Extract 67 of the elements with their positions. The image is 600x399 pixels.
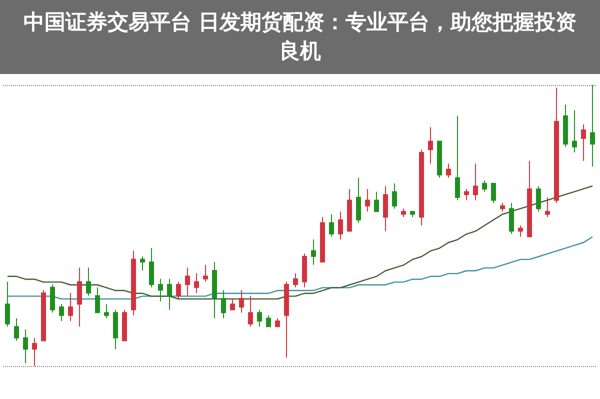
candlestick [482, 180, 487, 192]
candlestick [437, 140, 442, 178]
candlestick [428, 126, 433, 164]
candlestick [311, 239, 316, 266]
candlestick [392, 182, 397, 210]
candlestick [446, 163, 451, 178]
candlestick [338, 210, 343, 240]
candlestick [32, 337, 37, 366]
candlestick [131, 250, 136, 316]
candlestick [5, 281, 10, 328]
candlestick [356, 177, 361, 224]
candlestick [527, 160, 532, 238]
candlestick [347, 188, 352, 232]
candlestick [113, 309, 118, 350]
candlestick [77, 267, 82, 328]
candlestick [257, 309, 262, 328]
candlestick [491, 182, 496, 204]
candlestick [167, 278, 172, 310]
candlestick [536, 186, 541, 212]
candlestick [149, 247, 154, 288]
candlestick [563, 104, 568, 148]
candlestick [320, 216, 325, 263]
candlestick [230, 298, 235, 310]
candlestick [365, 188, 370, 212]
chart-title: 中国证券交易平台 日发期货配资：专业平台，助您把握投资良机 [0, 0, 600, 74]
candlestick [59, 304, 64, 322]
candlestick [545, 196, 550, 218]
candlestick [185, 267, 190, 296]
candlestick [212, 262, 217, 319]
candlestick [410, 210, 415, 218]
candlestick [419, 149, 424, 226]
candlestick [248, 295, 253, 328]
candlestick [176, 281, 181, 300]
candlestick [194, 272, 199, 294]
candlestick [518, 225, 523, 238]
candlestick [266, 314, 271, 328]
candlestick [50, 284, 55, 314]
candlestick [293, 272, 298, 288]
candlestick [86, 267, 91, 296]
candlestick [383, 186, 388, 232]
candlestick [239, 290, 244, 314]
candlestick [374, 191, 379, 212]
candlestick [509, 202, 514, 234]
candlestick [122, 309, 127, 342]
candlestick [158, 278, 163, 302]
candlestick [284, 281, 289, 358]
candlestick [572, 110, 577, 153]
candlestick [590, 84, 595, 167]
candlestick [581, 124, 586, 162]
candlestick [275, 318, 280, 328]
candlestick [221, 290, 226, 319]
candlestick [104, 304, 109, 319]
candlestick [464, 188, 469, 201]
candlestick [23, 328, 28, 364]
candlestick [302, 253, 307, 288]
candlestick [455, 115, 460, 201]
candlestick [95, 286, 100, 314]
candlestick [14, 318, 19, 342]
candlestick [329, 214, 334, 238]
candlestick [500, 202, 505, 212]
candlestick [203, 264, 208, 282]
candlestick [401, 208, 406, 218]
candlestick [41, 290, 46, 342]
candlestick [473, 163, 478, 201]
candlestick [140, 256, 145, 271]
candlestick [554, 87, 559, 204]
candlestick [68, 292, 73, 322]
